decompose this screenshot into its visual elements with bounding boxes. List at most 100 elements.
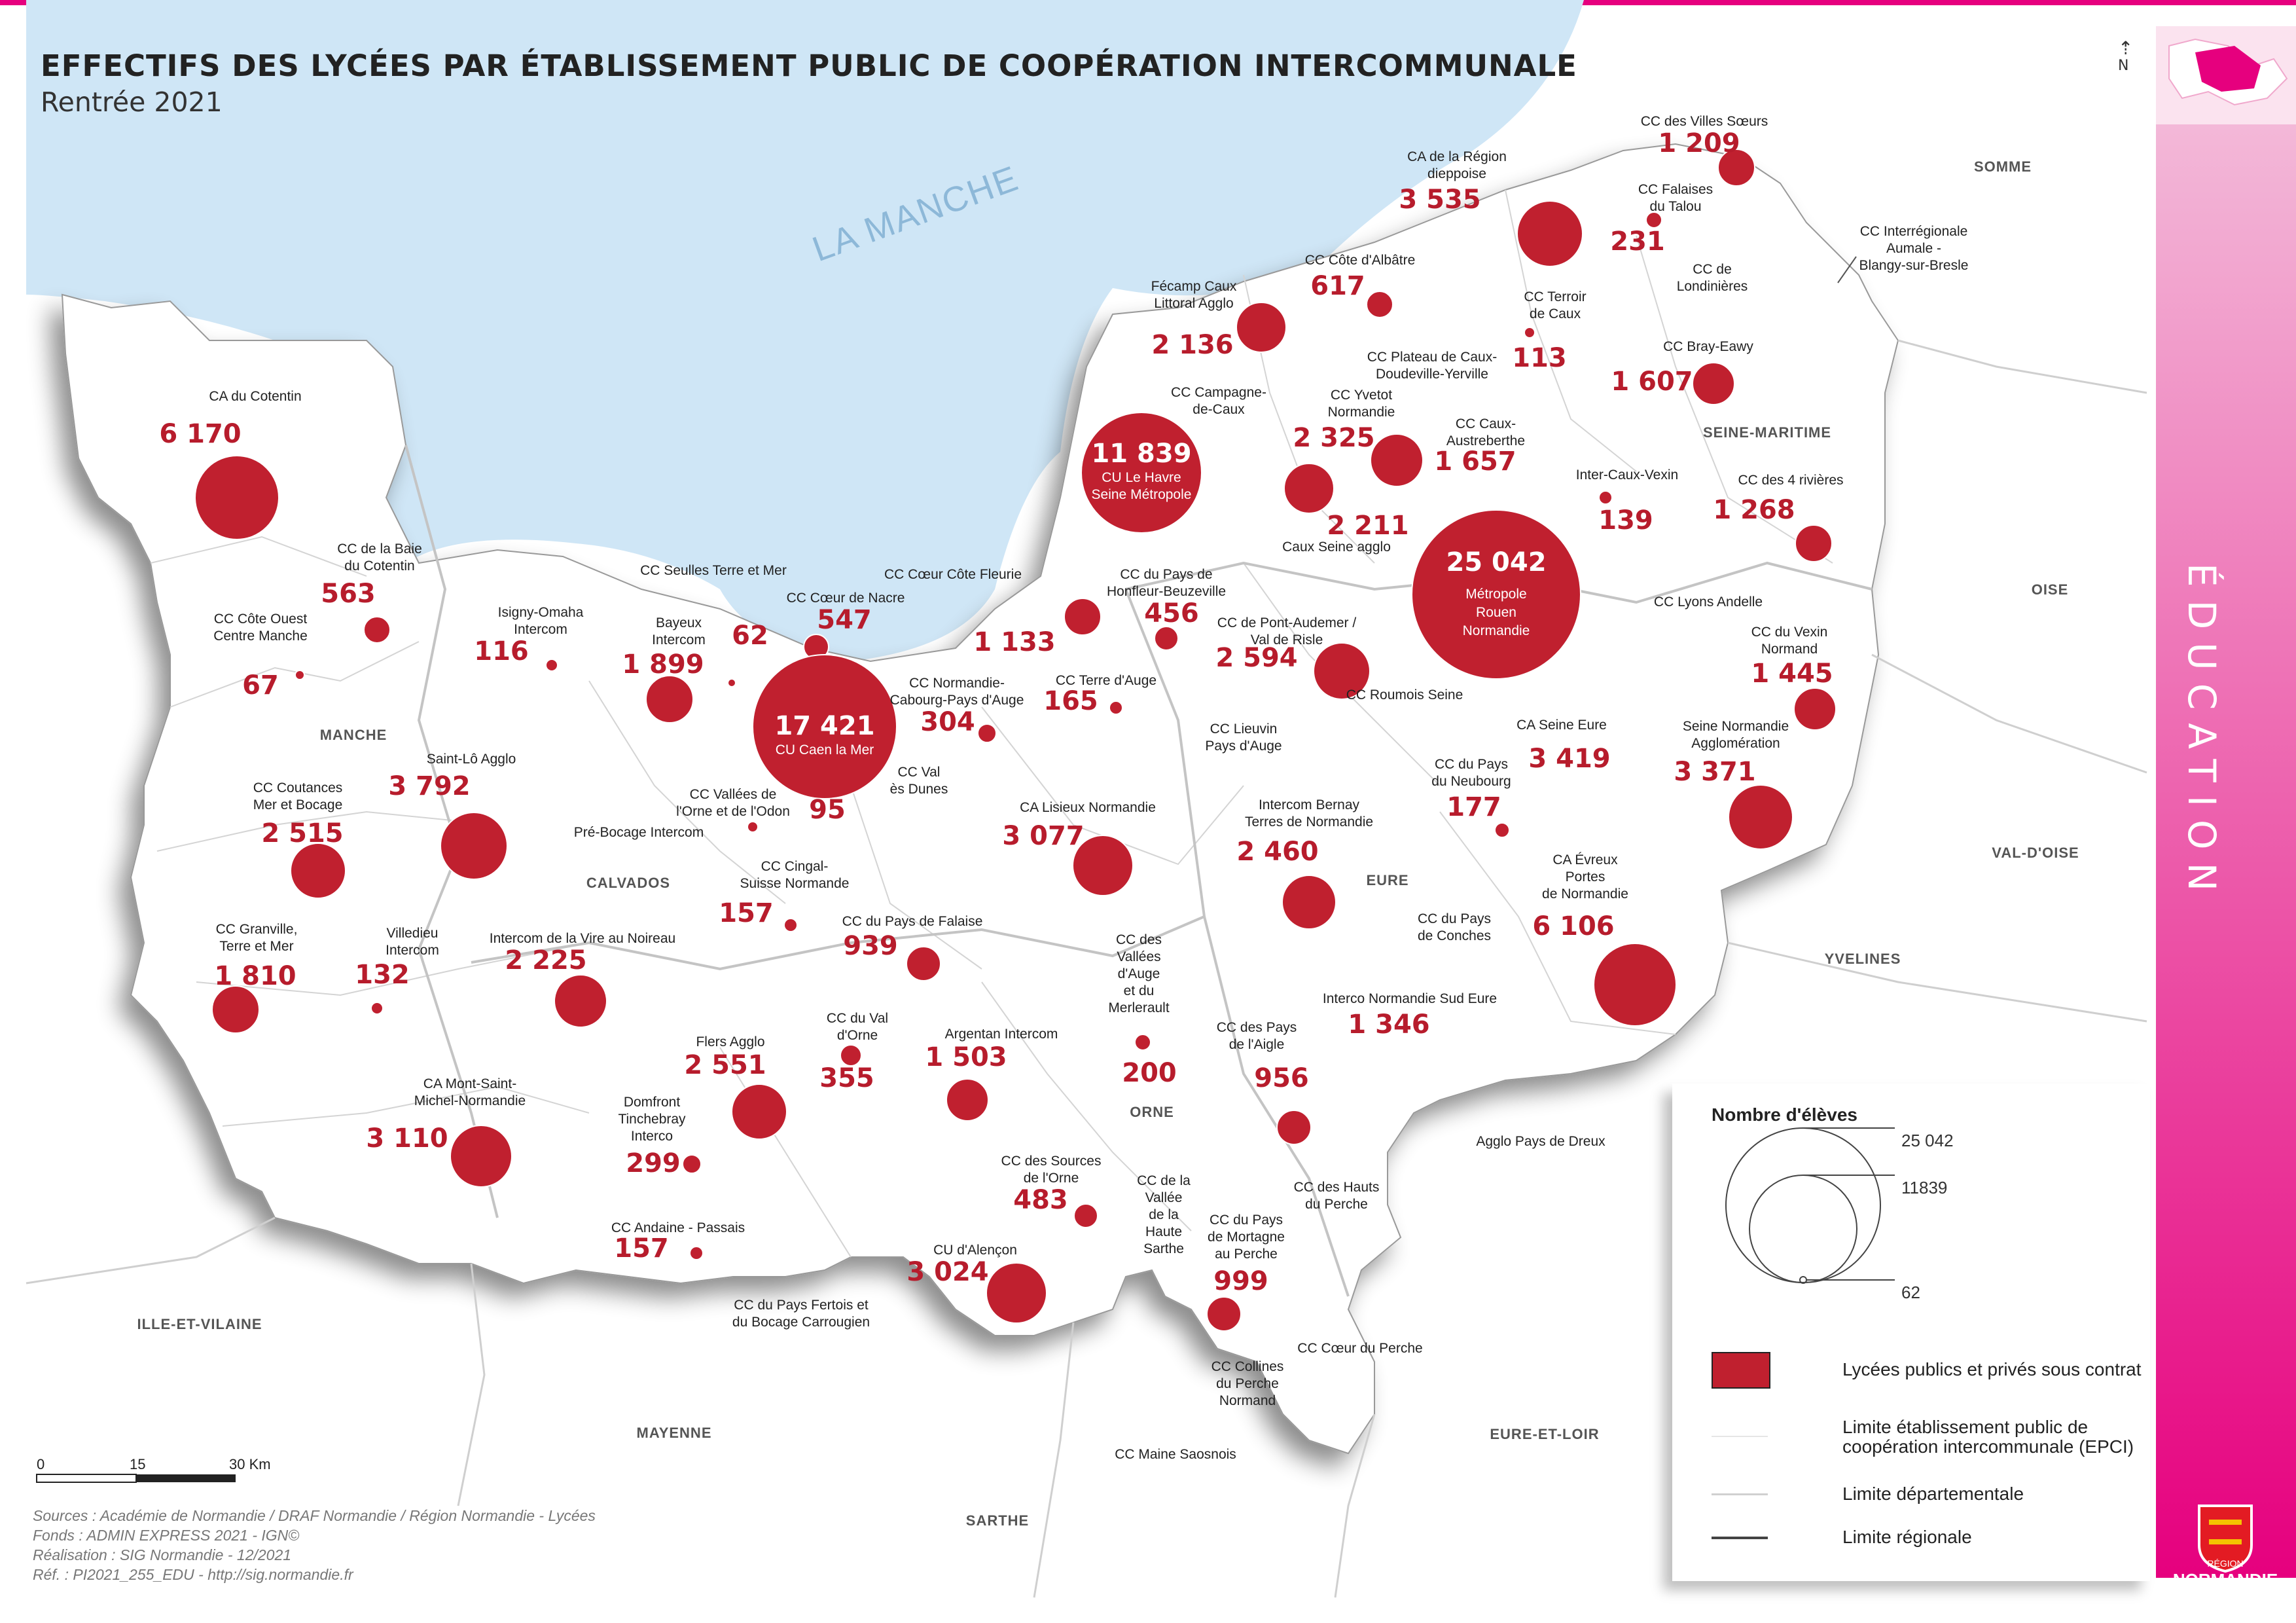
- label-seine-eure: CA Seine Eure: [1516, 718, 1607, 733]
- leader-aumale: [1837, 256, 1857, 283]
- circle-caen: [752, 654, 897, 799]
- legend-region-label: Limite régionale: [1842, 1527, 1972, 1547]
- label-cc-coutances: CC Coutances Mer et Bocage: [253, 780, 343, 812]
- circle-flers: [731, 1084, 787, 1140]
- value-yvetot: 2 325: [1293, 423, 1374, 453]
- circle-vire-noireau: [554, 974, 607, 1028]
- label-conches: CC du Pays de Conches: [1418, 911, 1491, 943]
- legend-dept-label: Limite départementale: [1842, 1484, 2024, 1504]
- value-4-rivieres: 1 268: [1713, 495, 1795, 525]
- label-caux-austreberthe: CC Caux-Austreberthe: [1446, 416, 1525, 448]
- neighbor-label-yvelines: YVELINES: [1825, 951, 1901, 967]
- value-falaise: 939: [843, 931, 898, 961]
- value-neubourg: 177: [1446, 792, 1501, 822]
- legend-symbol-swatch: [1712, 1352, 1770, 1389]
- dept-label-eure: EURE: [1366, 872, 1408, 888]
- department-boundaries: [404, 445, 1873, 1297]
- north-arrow: ⇡ N: [2118, 39, 2133, 75]
- value-domfront: 299: [626, 1148, 681, 1178]
- circle-le-havre: [1081, 412, 1202, 534]
- label-honfleur: CC du Pays de Honfleur-Beuzeville: [1107, 567, 1226, 599]
- label-neubourg: CC du Pays du Neubourg: [1431, 757, 1511, 789]
- circle-aigle: [1276, 1110, 1312, 1145]
- label-campagne-caux: CC Campagne-de-Caux: [1171, 385, 1266, 417]
- circle-neubourg: [1494, 822, 1510, 838]
- legend-circle-scale: [1725, 1127, 1895, 1284]
- label-andaine: CC Andaine - Passais: [611, 1220, 745, 1235]
- dept-label-manche: MANCHE: [320, 727, 387, 743]
- label-4-rivieres: CC des 4 rivières: [1738, 473, 1843, 488]
- value-vexin-normand: 1 445: [1751, 659, 1833, 689]
- credit-realisation: Réalisation : SIG Normandie - 12/2021: [33, 1546, 292, 1563]
- label-bayeux: Bayeux Intercom: [652, 615, 706, 647]
- circle-fecamp: [1236, 302, 1287, 353]
- label-argentan: Argentan Intercom: [945, 1027, 1058, 1042]
- map-title: EFFECTIFS DES LYCÉES PAR ÉTABLISSEMENT P…: [41, 48, 1577, 83]
- label-rouen: Métropole Rouen Normandie: [1463, 587, 1530, 638]
- circle-cabourg: [977, 723, 997, 743]
- value-inter-caux-vexin: 139: [1598, 505, 1653, 536]
- neighbor-label-eure-et-loir: EURE-ET-LOIR: [1490, 1426, 1599, 1442]
- label-caux-seine: Caux Seine agglo: [1282, 539, 1391, 555]
- label-sources-orne: CC des Sources de l'Orne: [1001, 1154, 1102, 1186]
- circle-bray-eawy: [1692, 362, 1735, 405]
- circle-evreux: [1593, 943, 1677, 1027]
- value-ca-mont-saint-michel: 3 110: [366, 1123, 448, 1154]
- label-sud-eure: Interco Normandie Sud Eure: [1323, 991, 1497, 1006]
- circle-inter-caux-vexin: [1598, 490, 1613, 505]
- label-haute-sarthe: CC de la Vallée de la Haute Sarthe: [1137, 1173, 1191, 1256]
- epci-circles: [194, 149, 1837, 1332]
- neighbor-label-oise: OISE: [2032, 581, 2069, 598]
- label-terre-auge: CC Terre d'Auge: [1056, 673, 1157, 688]
- label-pont-audemer: CC de Pont-Audemer / Val de Risle: [1217, 615, 1357, 647]
- label-bernay: Intercom Bernay Terres de Normandie: [1245, 797, 1373, 830]
- circle-cote-albatre: [1366, 291, 1393, 318]
- map-legend: Nombre d'élèves 25 042 11839 62 Lycées p…: [1672, 1084, 2150, 1581]
- label-cote-albatre: CC Côte d'Albâtre: [1305, 253, 1416, 268]
- circle-ca-cotentin: [194, 455, 279, 540]
- circle-coeur-cote-fleurie: [1064, 598, 1102, 636]
- label-coeur-nacre: CC Cœur de Nacre: [787, 591, 905, 606]
- label-pre-bocage: Pré-Bocage Intercom: [574, 825, 704, 840]
- circle-falaises-talou: [1645, 211, 1662, 228]
- circle-rouen: [1411, 509, 1581, 680]
- north-label: N: [2118, 58, 2129, 74]
- circle-pont-audemer: [1313, 642, 1371, 700]
- label-lyons-andelle: CC Lyons Andelle: [1654, 594, 1763, 610]
- label-villes-soeurs: CC des Villes Sœurs: [1641, 114, 1768, 129]
- label-pays-fertois: CC du Pays Fertois et du Bocage Carrougie…: [732, 1298, 870, 1330]
- label-caen: CU Caen la Mer: [776, 742, 874, 757]
- label-dreux: Agglo Pays de Dreux: [1476, 1134, 1605, 1149]
- label-aigle: CC des Pays de l'Aigle: [1217, 1020, 1297, 1052]
- label-coeur-perche: CC Cœur du Perche: [1297, 1341, 1422, 1356]
- credit-fonds: Fonds : ADMIN EXPRESS 2021 - IGN©: [33, 1527, 300, 1544]
- value-caux-austreberthe: 1 657: [1434, 447, 1516, 477]
- circle-4-rivieres: [1795, 524, 1833, 562]
- label-yvetot: CC Yvetot Normandie: [1328, 388, 1395, 420]
- neighbor-label-mayenne: MAYENNE: [637, 1425, 712, 1441]
- label-merlerault: CC des Vallées d'Auge et du Merlerault: [1108, 932, 1170, 1015]
- label-roumois: CC Roumois Seine: [1346, 687, 1463, 702]
- label-mortagne: CC du Pays de Mortagne au Perche: [1208, 1213, 1285, 1262]
- label-alencon: CU d'Alençon: [933, 1243, 1017, 1258]
- legend-circle-mid: [1749, 1175, 1857, 1283]
- value-caen: 17 421: [774, 711, 874, 741]
- epci-labels: CA du Cotentin 6 170 CC de la Baie du Cot…: [159, 114, 1968, 1462]
- label-ca-mont-saint-michel: CA Mont-Saint-Michel-Normandie: [414, 1076, 526, 1108]
- label-le-havre: CU Le Havre Seine Métropole: [1092, 470, 1192, 502]
- label-seine-normandie: Seine Normandie Agglomération: [1683, 719, 1789, 751]
- circle-dieppe: [1516, 200, 1583, 267]
- value-honfleur: 456: [1144, 598, 1199, 629]
- circle-terre-auge: [1109, 701, 1123, 715]
- value-dieppe: 3 535: [1399, 185, 1480, 215]
- label-villedieu: Villedieu Intercom: [386, 926, 439, 958]
- theme-label: ÉDUCATION: [2179, 563, 2224, 905]
- value-isigny: 116: [474, 636, 529, 666]
- legend-title: Nombre d'élèves: [1712, 1104, 1857, 1125]
- logo-region-small: RÉGION: [2207, 1558, 2244, 1569]
- scalebar-tick-30: 30 Km: [229, 1456, 271, 1472]
- label-aumale: CC Interrégionale Aumale -Blangy-sur-Bres…: [1859, 224, 1969, 273]
- value-merlerault: 200: [1122, 1058, 1177, 1088]
- value-lisieux: 3 077: [1002, 821, 1084, 851]
- value-aigle: 956: [1254, 1063, 1309, 1093]
